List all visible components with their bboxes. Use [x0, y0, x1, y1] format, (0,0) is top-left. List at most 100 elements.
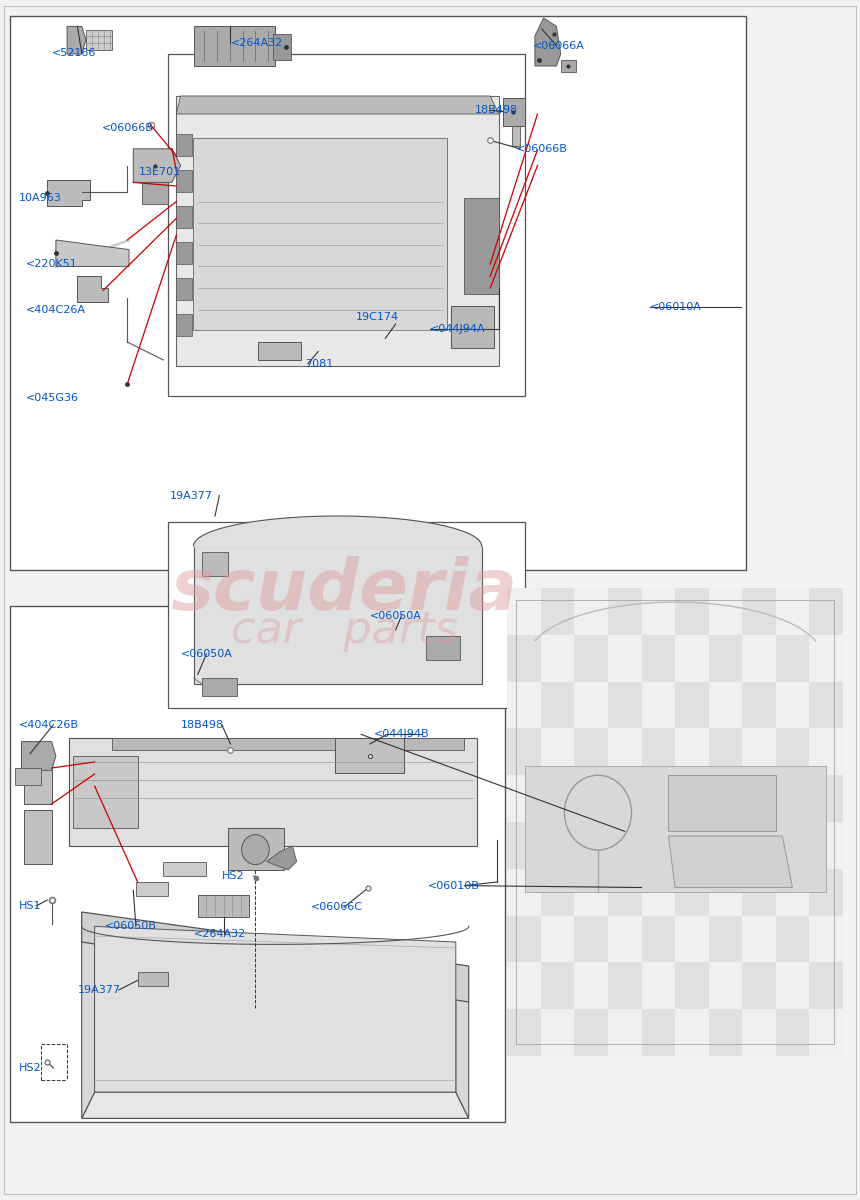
Bar: [675, 822, 709, 869]
Bar: [541, 775, 574, 822]
Bar: [608, 588, 642, 635]
Text: <06066C: <06066C: [311, 902, 363, 912]
Polygon shape: [77, 276, 108, 302]
Polygon shape: [82, 1092, 469, 1118]
Bar: [742, 775, 776, 822]
Bar: [709, 822, 742, 869]
Bar: [642, 869, 675, 916]
Polygon shape: [176, 242, 192, 264]
Bar: [507, 916, 541, 962]
Polygon shape: [176, 96, 499, 366]
Polygon shape: [133, 149, 181, 182]
Text: <52166: <52166: [52, 48, 96, 58]
Bar: [507, 728, 541, 775]
Bar: [541, 916, 574, 962]
Polygon shape: [86, 30, 112, 50]
Bar: [809, 775, 843, 822]
Polygon shape: [47, 180, 90, 206]
Polygon shape: [176, 170, 192, 192]
Text: <06066A: <06066A: [533, 41, 585, 50]
Bar: [574, 775, 608, 822]
Bar: [541, 822, 574, 869]
Polygon shape: [176, 206, 192, 228]
Bar: [507, 822, 541, 869]
Bar: [541, 635, 574, 682]
Bar: [809, 588, 843, 635]
Bar: [675, 962, 709, 1009]
Bar: [507, 869, 541, 916]
Bar: [742, 728, 776, 775]
Polygon shape: [452, 306, 494, 348]
Text: 18B498: 18B498: [181, 720, 224, 730]
Bar: [809, 1009, 843, 1056]
Bar: [809, 962, 843, 1009]
Bar: [809, 822, 843, 869]
Bar: [742, 962, 776, 1009]
Bar: [709, 775, 742, 822]
Polygon shape: [24, 810, 52, 864]
Bar: [776, 1009, 809, 1056]
Bar: [574, 916, 608, 962]
Bar: [776, 775, 809, 822]
Bar: [709, 682, 742, 728]
Polygon shape: [202, 678, 237, 696]
Bar: [809, 682, 843, 728]
Bar: [709, 869, 742, 916]
Polygon shape: [525, 766, 826, 893]
Bar: [608, 962, 642, 1009]
Polygon shape: [69, 738, 477, 846]
Text: 18B498: 18B498: [475, 106, 518, 115]
Bar: [742, 1009, 776, 1056]
Bar: [709, 728, 742, 775]
Bar: [608, 775, 642, 822]
Text: <06050A: <06050A: [370, 611, 421, 620]
Bar: [675, 869, 709, 916]
Bar: [776, 728, 809, 775]
Polygon shape: [142, 182, 168, 204]
Bar: [642, 822, 675, 869]
Ellipse shape: [242, 835, 269, 864]
Bar: [675, 588, 709, 635]
Bar: [675, 916, 709, 962]
Bar: [675, 728, 709, 775]
Bar: [10, 606, 505, 1122]
Polygon shape: [535, 18, 561, 66]
Bar: [574, 682, 608, 728]
Bar: [608, 869, 642, 916]
Bar: [709, 916, 742, 962]
Bar: [642, 635, 675, 682]
Bar: [809, 869, 843, 916]
Bar: [776, 916, 809, 962]
Bar: [541, 728, 574, 775]
Text: <264A32: <264A32: [194, 929, 247, 938]
Bar: [608, 822, 642, 869]
Bar: [642, 682, 675, 728]
Text: HS2: HS2: [222, 871, 244, 881]
Text: 19A377: 19A377: [77, 985, 120, 995]
Text: 7081: 7081: [305, 359, 334, 368]
Polygon shape: [202, 552, 228, 576]
Bar: [541, 682, 574, 728]
Bar: [709, 588, 742, 635]
Bar: [642, 728, 675, 775]
Bar: [541, 869, 574, 916]
Polygon shape: [503, 98, 525, 126]
Bar: [776, 822, 809, 869]
Text: 13E701: 13E701: [139, 167, 181, 176]
Polygon shape: [194, 26, 275, 66]
Bar: [574, 869, 608, 916]
Bar: [776, 635, 809, 682]
Bar: [541, 588, 574, 635]
Polygon shape: [138, 972, 168, 986]
Text: <044J94B: <044J94B: [374, 730, 430, 739]
Text: 19A377: 19A377: [170, 491, 213, 500]
Polygon shape: [194, 546, 482, 684]
Bar: [10, 16, 746, 570]
Polygon shape: [82, 912, 469, 1002]
Polygon shape: [258, 342, 301, 360]
Bar: [742, 869, 776, 916]
Bar: [776, 869, 809, 916]
Text: <06010B: <06010B: [428, 881, 480, 890]
Polygon shape: [464, 198, 499, 294]
Text: <045G36: <045G36: [26, 394, 79, 403]
